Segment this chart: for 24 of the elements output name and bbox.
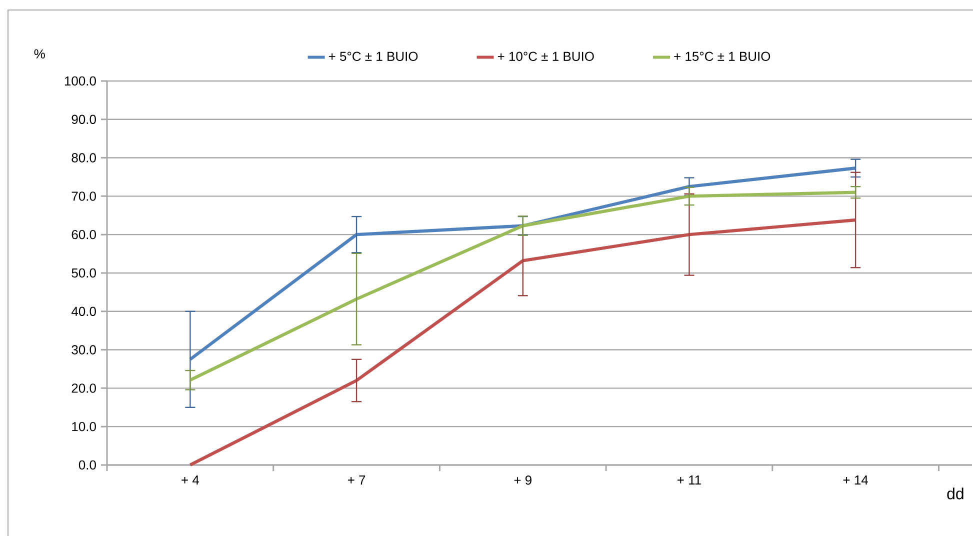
x-tick-label: + 11	[678, 476, 701, 484]
y-tick-label: 80.0	[72, 153, 96, 162]
x-tick-label: + 4	[182, 476, 199, 484]
x-tick-label: + 7	[348, 476, 366, 484]
legend-label: + 10°C ± 1 BUIO	[498, 52, 594, 61]
x-tick-label: + 9	[514, 476, 532, 485]
y-tick-label: 40.0	[71, 306, 96, 316]
y-tick-label: 0.0	[78, 460, 96, 470]
y-tick-label: 60.0	[72, 230, 96, 240]
legend-label: + 5°C ± 1 BUIO	[328, 52, 418, 61]
line-series	[188, 190, 858, 382]
y-tick-label: 70.0	[72, 192, 96, 201]
y-tick-label: 30.0	[72, 345, 96, 354]
y-tick-label: 100.0	[64, 76, 96, 86]
y-axis-title: %	[34, 49, 45, 58]
y-tick-label: 90.0	[72, 114, 96, 124]
y-tick-label: 50.0	[72, 268, 96, 278]
legend-label: + 15°C ± 1 BUIO	[674, 52, 770, 61]
x-axis-title: dd	[947, 488, 964, 500]
line-series	[188, 166, 858, 361]
y-tick-label: 10.0	[72, 422, 96, 432]
line-series	[188, 218, 858, 467]
x-tick-label: + 14	[843, 476, 868, 484]
y-tick-label: 20.0	[72, 384, 96, 393]
